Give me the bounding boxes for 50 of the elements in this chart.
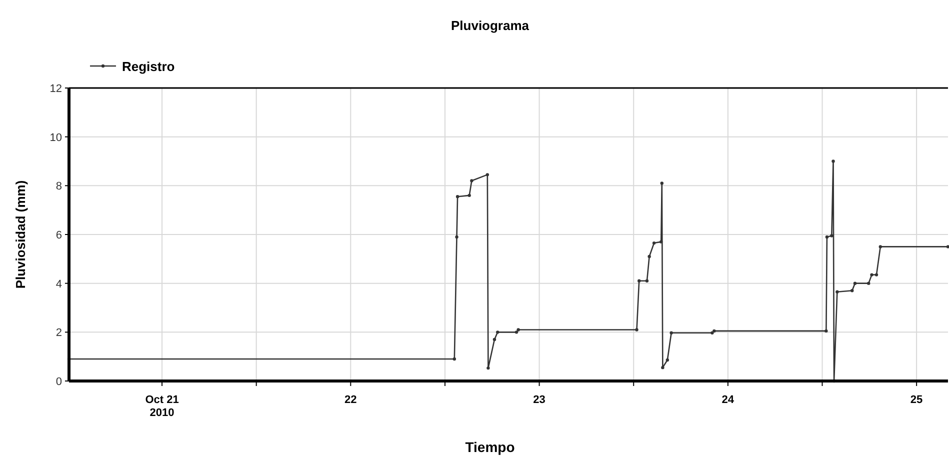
y-tick-label: 2 [56, 327, 62, 340]
point [496, 330, 500, 334]
y-tick-label: 12 [50, 83, 62, 95]
point [492, 338, 496, 342]
x-tick-label: Oct 21 2010 [145, 394, 179, 419]
point [870, 273, 874, 276]
point [878, 245, 882, 248]
point [825, 235, 829, 239]
point [946, 245, 949, 248]
point [652, 241, 656, 245]
point [455, 235, 458, 239]
x-tick-label: 23 [533, 394, 546, 406]
point [712, 329, 716, 333]
point [452, 357, 456, 361]
point [660, 240, 663, 244]
point [486, 366, 490, 370]
point [867, 282, 870, 285]
point [468, 194, 471, 198]
point [660, 182, 664, 185]
point [836, 290, 839, 294]
point [832, 160, 835, 163]
point [456, 195, 460, 198]
y-tick-label: 6 [56, 230, 62, 242]
point [470, 179, 474, 182]
legend-label: Registro [122, 59, 175, 74]
point [853, 282, 857, 285]
point [514, 330, 518, 334]
y-tick-label: 8 [56, 180, 62, 193]
point [635, 328, 638, 332]
point [638, 279, 641, 282]
x-tick-label: 25 [910, 394, 923, 406]
x-axis-title: Tiempo [465, 439, 515, 455]
point [830, 234, 834, 238]
y-axis-title: Pluviosidad (mm) [13, 180, 28, 289]
point [670, 331, 673, 334]
point [648, 254, 651, 258]
point [661, 366, 664, 370]
point [874, 273, 878, 276]
point [666, 358, 669, 362]
point [824, 329, 828, 333]
y-tick-label: 0 [56, 376, 62, 388]
point [516, 328, 520, 332]
point [486, 173, 490, 176]
x-tick-label: 24 [722, 394, 735, 406]
y-tick-label: 4 [56, 278, 62, 290]
y-tick-label: 10 [50, 132, 62, 144]
chart-title: Pluviograma [450, 18, 530, 33]
point [645, 279, 649, 282]
x-tick-label: 22 [344, 394, 357, 406]
point [850, 289, 854, 292]
